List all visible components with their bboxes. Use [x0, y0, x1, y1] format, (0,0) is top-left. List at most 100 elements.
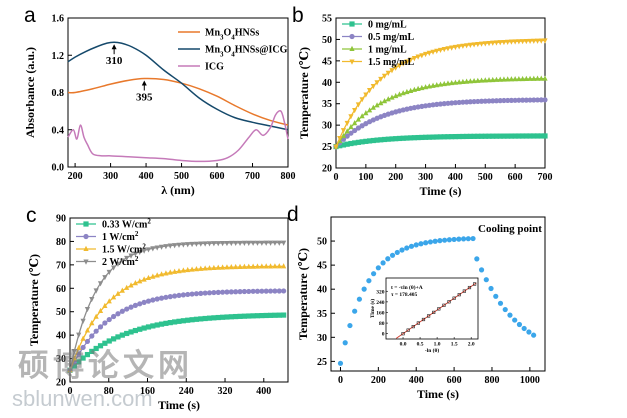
legend-text-part: 4	[231, 51, 235, 59]
data-point	[464, 43, 470, 49]
data-point	[490, 98, 496, 104]
data-point	[422, 51, 429, 58]
data-point	[246, 313, 252, 319]
x-tick-label: 0	[338, 375, 343, 386]
data-point	[441, 101, 447, 107]
data-point	[340, 142, 347, 148]
x-axis-label: Time (s)	[158, 398, 200, 412]
y-tick-label: 55	[322, 14, 332, 25]
inset-y-tick-label: 160	[376, 310, 385, 316]
x-tick-label: 0	[68, 386, 73, 397]
data-point	[501, 97, 507, 104]
legend-text-part: 4	[231, 34, 235, 42]
data-point	[482, 41, 488, 47]
y-tick-label: 45	[317, 261, 327, 272]
data-point	[475, 133, 481, 139]
data-point	[348, 123, 354, 130]
x-tick-label: 300	[418, 172, 433, 183]
cooling-point	[493, 293, 499, 299]
data-point	[389, 136, 395, 142]
data-point	[272, 263, 278, 269]
inset-data-point	[416, 321, 420, 325]
data-point	[366, 88, 373, 94]
data-point	[493, 76, 500, 82]
y-tick-label: 50	[317, 237, 327, 248]
legend-text-part: Mn	[205, 28, 220, 39]
data-point	[233, 263, 239, 270]
data-point	[154, 322, 160, 328]
cooling-point	[488, 285, 494, 292]
inset-data-point	[452, 296, 456, 300]
data-point	[337, 143, 343, 149]
y-tick-label: 25	[317, 357, 327, 368]
data-point	[516, 75, 522, 82]
x-tick-label: 100	[358, 172, 373, 183]
data-point	[163, 320, 169, 326]
data-point	[145, 298, 152, 304]
data-point	[193, 266, 200, 272]
data-point	[215, 314, 221, 321]
data-point	[111, 313, 117, 320]
x-tick-label: 500	[174, 171, 189, 182]
heating-point	[399, 247, 405, 253]
data-point	[475, 98, 481, 105]
data-point	[531, 133, 537, 139]
heating-point	[442, 237, 448, 243]
data-point	[464, 78, 470, 84]
y-tick-label: 90	[56, 214, 66, 225]
data-point	[167, 294, 173, 300]
y-axis-label: Temperature (℃)	[27, 254, 41, 346]
data-point	[241, 263, 247, 269]
annotation-label-2: 395	[136, 92, 153, 104]
heating-point	[408, 243, 415, 249]
data-point	[381, 73, 388, 79]
heating-point	[361, 286, 367, 292]
data-point	[445, 100, 451, 106]
legend-marker-3	[349, 45, 355, 51]
data-point	[237, 289, 243, 295]
inset-x-tick-label: 0.5	[417, 342, 424, 348]
data-point	[163, 270, 169, 276]
data-point	[250, 288, 256, 294]
data-point	[359, 97, 365, 103]
data-point	[76, 359, 82, 365]
plot-frame	[330, 216, 546, 372]
data-point	[501, 133, 507, 139]
data-point	[272, 312, 278, 318]
data-point	[374, 137, 380, 143]
heating-point	[404, 245, 410, 251]
plot-frame	[69, 217, 289, 383]
panel-c-power: 0 80 160 240 320 400 20 30 40 50 60 70 80 90 Time (s) T…	[26, 204, 289, 412]
data-point	[176, 268, 182, 274]
data-point	[89, 348, 95, 355]
legend-text-part: O	[224, 45, 232, 56]
data-point	[128, 304, 134, 310]
data-point	[512, 76, 518, 82]
x-tick-label: 400	[139, 171, 154, 182]
inset-data-point	[462, 289, 466, 293]
data-point	[189, 317, 195, 323]
data-point	[340, 132, 347, 139]
data-point	[237, 313, 243, 319]
data-point	[490, 133, 496, 139]
data-point	[538, 75, 544, 81]
heating-point	[465, 236, 471, 242]
data-point	[193, 241, 200, 247]
data-point	[176, 318, 182, 324]
legend-text-part: HNSs@ICG	[235, 45, 288, 56]
data-point	[542, 38, 548, 44]
y-tick-label: 25	[322, 142, 332, 153]
data-point	[520, 75, 526, 82]
data-point	[241, 313, 247, 319]
data-point	[467, 42, 473, 48]
data-point	[267, 263, 274, 269]
data-point	[344, 133, 350, 139]
legend-text-part: O	[224, 28, 232, 39]
y-tick-label: 0.0	[52, 163, 65, 174]
data-point	[352, 120, 358, 126]
data-point	[259, 288, 265, 294]
data-point	[198, 265, 204, 271]
cooling-point	[526, 329, 532, 335]
